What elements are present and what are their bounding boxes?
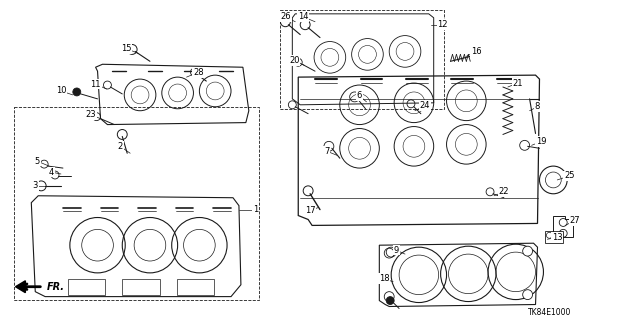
Text: 1: 1 (253, 205, 259, 214)
Text: 6: 6 (357, 92, 362, 100)
Text: 21: 21 (513, 78, 523, 87)
Circle shape (384, 292, 394, 301)
Text: 27: 27 (570, 216, 580, 225)
Text: FR.: FR. (47, 282, 65, 292)
Text: 12: 12 (437, 20, 448, 29)
Bar (177, 279, 214, 295)
Text: 2: 2 (118, 142, 123, 151)
Text: 16: 16 (471, 47, 481, 56)
Text: TK84E1000: TK84E1000 (527, 308, 571, 317)
Text: 25: 25 (564, 172, 574, 181)
Circle shape (523, 246, 532, 256)
Circle shape (523, 290, 532, 300)
Text: 3: 3 (33, 182, 38, 190)
Text: 5: 5 (35, 157, 40, 166)
Text: 9: 9 (394, 246, 399, 255)
Text: 17: 17 (305, 206, 316, 215)
Text: 23: 23 (85, 110, 96, 119)
Bar (280, 10, 444, 109)
Text: 8: 8 (535, 102, 540, 111)
Text: 19: 19 (536, 137, 547, 146)
Text: 18: 18 (379, 274, 390, 283)
Text: 22: 22 (499, 187, 509, 196)
Text: 10: 10 (56, 86, 66, 95)
Circle shape (73, 88, 81, 96)
Text: 24: 24 (420, 101, 430, 110)
Bar (545, 231, 563, 243)
Text: 14: 14 (298, 12, 308, 21)
Text: 7: 7 (324, 147, 330, 156)
Circle shape (384, 248, 394, 258)
Text: 13: 13 (552, 233, 563, 242)
Bar (122, 279, 160, 295)
Bar (13, 107, 259, 300)
Polygon shape (15, 281, 26, 293)
Bar (68, 279, 106, 295)
Text: 15: 15 (121, 44, 131, 53)
Text: 4: 4 (49, 167, 54, 176)
Text: 26: 26 (280, 12, 291, 21)
Circle shape (387, 297, 394, 305)
Text: 11: 11 (90, 79, 101, 89)
Text: 28: 28 (193, 68, 204, 77)
Text: 20: 20 (289, 56, 300, 65)
